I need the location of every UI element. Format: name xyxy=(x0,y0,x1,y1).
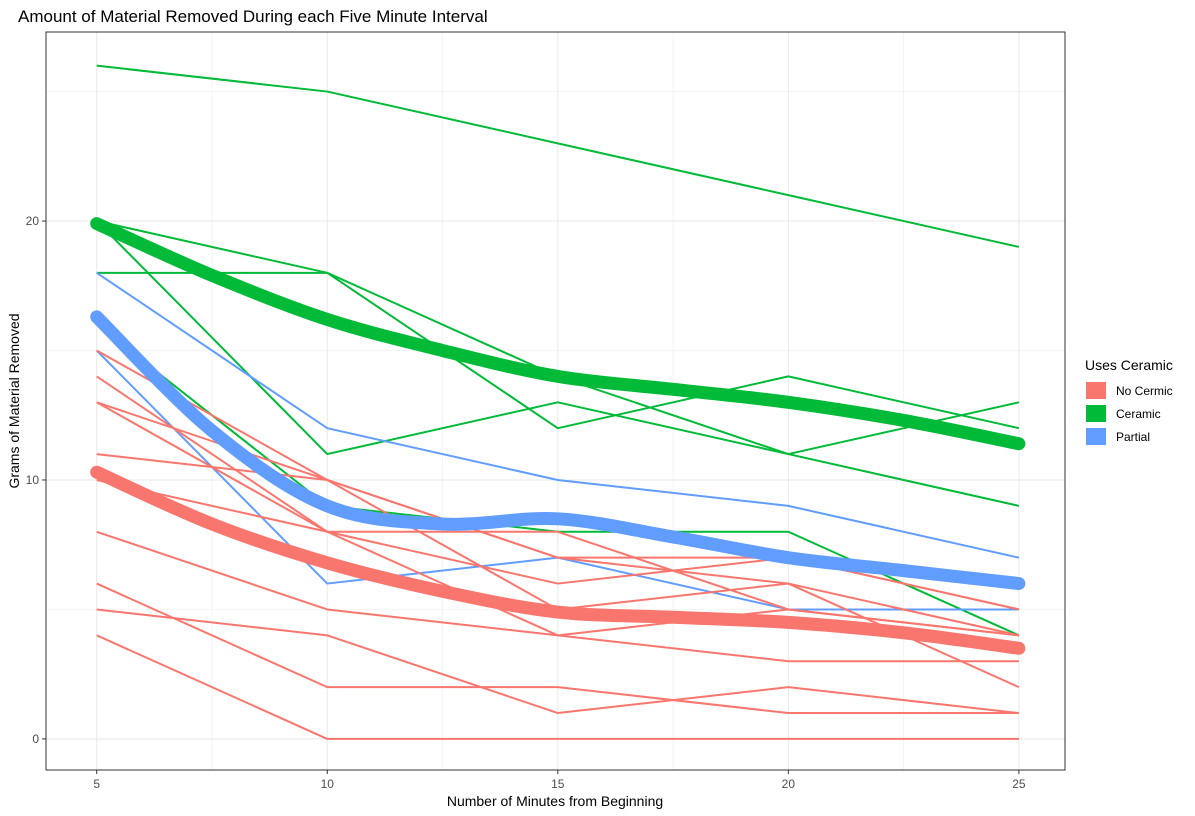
series-line-ceramic xyxy=(96,64,1020,248)
legend-swatch xyxy=(1086,405,1106,422)
y-tick-label: 0 xyxy=(32,732,39,746)
legend-label: Ceramic xyxy=(1116,407,1161,421)
series-line-no-cermic xyxy=(96,582,1019,715)
x-tick-label: 20 xyxy=(782,777,796,791)
y-tick-label: 10 xyxy=(26,473,40,487)
legend-title: Uses Ceramic xyxy=(1085,357,1173,373)
series-line-no-cermic xyxy=(96,375,1020,611)
legend: Uses Ceramic No Cermic Ceramic Partial xyxy=(1085,357,1173,445)
legend-label: No Cermic xyxy=(1116,384,1173,398)
series-layer xyxy=(96,64,1020,740)
series-line-partial xyxy=(96,271,1020,559)
legend-swatch xyxy=(1086,382,1106,399)
legend-label: Partial xyxy=(1116,430,1150,444)
smooth-line-ceramic xyxy=(90,217,1026,451)
chart-title: Amount of Material Removed During each F… xyxy=(18,7,488,26)
smooth-layer xyxy=(90,217,1026,655)
series-line-ceramic xyxy=(96,271,1020,430)
legend-swatch xyxy=(1086,428,1106,445)
y-axis-title: Grams of Material Removed xyxy=(6,313,22,488)
smooth-line-no-cermic xyxy=(90,465,1026,655)
smooth-line-partial xyxy=(90,310,1026,591)
x-axis-title: Number of Minutes from Beginning xyxy=(447,793,663,809)
y-axis: 0 10 20 xyxy=(26,214,46,746)
legend-items: No Cermic Ceramic Partial xyxy=(1086,382,1173,445)
x-tick-label: 10 xyxy=(321,777,335,791)
x-tick-label: 25 xyxy=(1012,777,1026,791)
x-axis: 5 10 15 20 25 xyxy=(93,770,1026,791)
y-tick-label: 20 xyxy=(26,214,40,228)
series-line-no-cermic xyxy=(96,634,1019,740)
series-line-no-cermic xyxy=(96,530,1019,663)
x-tick-label: 5 xyxy=(93,777,100,791)
x-tick-label: 15 xyxy=(551,777,565,791)
plot-border xyxy=(45,31,1066,771)
series-line-no-cermic xyxy=(96,608,1020,715)
